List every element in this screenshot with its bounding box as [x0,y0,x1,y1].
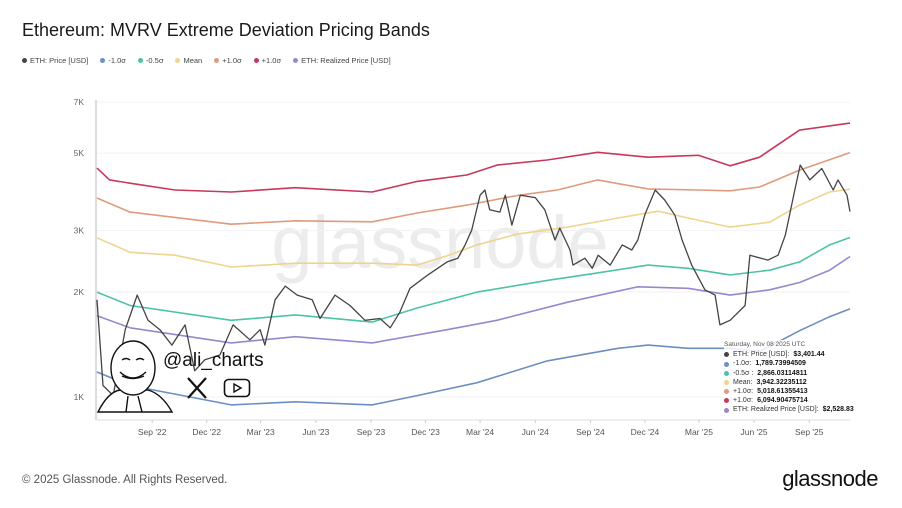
tooltip-value: 6,094.90475714 [757,397,808,405]
x-tick-label: Sep '22 [138,427,167,437]
tooltip-swatch [724,361,729,367]
legend-swatch [22,58,27,63]
x-tick-label: Mar '25 [685,427,713,437]
tooltip-swatch [724,389,729,395]
tooltip-swatch [724,352,729,358]
x-tick-label: Sep '23 [357,427,386,437]
x-tick-label: Jun '24 [522,427,549,437]
tooltip-label: +1.0σ: [733,388,754,396]
series-line--1-0--1[interactable] [96,151,851,225]
tooltip-swatch [724,398,729,404]
legend-swatch [293,58,299,63]
x-tick-label: Sep '25 [795,427,824,437]
author-handle: @ali_charts [163,350,264,371]
x-tick-label: Dec '24 [631,427,660,437]
tooltip-label: ETH: Price [USD]: [733,351,790,359]
x-tick-label: Mar '24 [466,427,494,437]
legend-item-mean[interactable]: Mean [175,56,202,65]
tooltip-label: +1.0σ: [733,397,754,405]
legend-item-realized-price[interactable]: ETH: Realized Price [USD] [293,56,391,65]
legend-swatch [253,58,259,63]
tooltip-value: 3,942.32235112 [756,378,807,386]
series-line-eth-realized-price-usd--4[interactable] [96,255,851,344]
tooltip-row-minus-1-sigma: -1.0σ: 1,789.73994509 [724,359,854,368]
legend-item-plus-sigma-b[interactable]: +1.0σ [253,56,282,65]
chart-title: Ethereum: MVRV Extreme Deviation Pricing… [22,20,430,40]
tooltip-value: $2,528.83 [822,406,854,414]
legend-label: -1.0σ [108,56,126,65]
tooltip-swatch [724,379,729,385]
legend-label: -0.5σ [145,56,164,65]
legend-item-plus-sigma-a[interactable]: +1.0σ [214,56,242,65]
tooltip-value: 1,789.73994509 [755,360,806,368]
x-tick-label: Mar '23 [247,427,275,437]
tooltip-row-plus-sigma-b: +1.0σ: 6,094.90475714 [724,396,854,405]
series-line-mean-2[interactable] [96,188,851,268]
tooltip-date: Saturday, Nov 08 2025 UTC [724,341,806,348]
series-line--1-0--0[interactable] [96,122,851,193]
tooltip-value: 5,018.61355413 [757,388,808,396]
tooltip-value: $3,401.44 [793,351,825,359]
x-tick-label: Dec '22 [192,427,221,437]
y-tick-label: 1K [74,392,85,402]
x-tick-label: Jun '25 [740,427,767,437]
series-line--0-5--3[interactable] [96,236,851,323]
tooltip-label: Mean: [733,378,753,386]
tooltip-label: -0.5σ : [733,369,754,377]
tooltip-row-realized-price: ETH: Realized Price [USD]: $2,528.83 [724,405,854,414]
legend-label: ETH: Realized Price [USD] [301,56,391,65]
y-tick-label: 2K [74,287,85,297]
watermark: glassnode [271,201,608,284]
legend-label: +1.0σ [261,56,282,65]
x-tick-label: Dec '23 [411,427,440,437]
tooltip-row-mean: Mean: 3,942.32235112 [724,378,854,387]
x-tick-label: Jun '23 [302,427,329,437]
y-tick-label: 7K [74,97,85,107]
tooltip-row-plus-sigma-a: +1.0σ: 5,018.61355413 [724,387,854,396]
tooltip-swatch [724,370,729,376]
y-tick-label: 3K [74,226,85,236]
tooltip-value: 2,866.03114811 [757,369,808,377]
legend-item-price[interactable]: ETH: Price [USD] [22,56,88,65]
y-tick-label: 5K [74,148,85,158]
legend-swatch [137,58,143,63]
legend-swatch [175,58,181,63]
brand-logo: glassnode [782,466,878,491]
legend-item-minus-half-sigma[interactable]: -0.5σ [137,56,164,65]
hover-tooltip: Saturday, Nov 08 2025 UTC ETH: Price [US… [724,340,854,415]
x-logo-icon[interactable] [186,376,208,400]
copyright: © 2025 Glassnode. All Rights Reserved. [22,474,228,486]
x-tick-label: Sep '24 [576,427,605,437]
legend-label: Mean [183,56,203,65]
tooltip-row-minus-half-sigma: -0.5σ : 2,866.03114811 [724,369,854,378]
legend-swatch [100,58,106,63]
legend-item-minus-1-sigma[interactable]: -1.0σ [100,56,126,65]
legend-swatch [214,58,220,63]
legend-label: ETH: Price [USD] [30,56,89,65]
series-line-eth-price-usd--6[interactable] [96,164,851,397]
tooltip-label: ETH: Realized Price [USD]: [733,406,819,414]
tooltip-label: -1.0σ: [733,360,752,368]
legend-label: +1.0σ [222,56,242,65]
caricature-avatar [96,340,174,413]
legend: ETH: Price [USD] -1.0σ -0.5σ Mean +1.0σ … [22,56,391,65]
tooltip-row-price: ETH: Price [USD]: $3,401.44 [724,350,854,359]
youtube-icon[interactable] [223,378,251,398]
tooltip-swatch [724,407,729,413]
